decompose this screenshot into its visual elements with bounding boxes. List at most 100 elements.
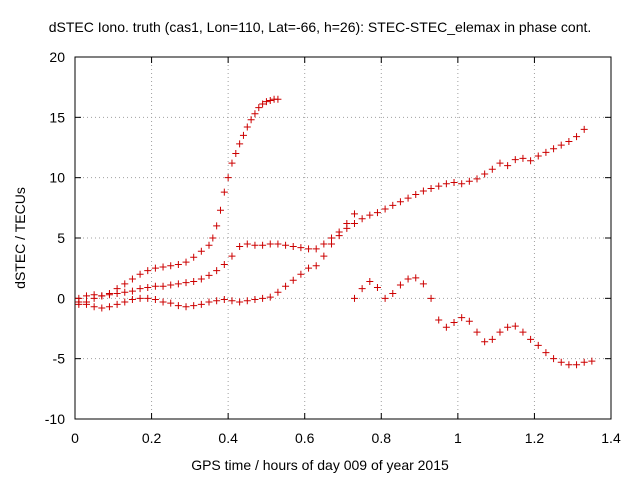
data-point	[190, 253, 198, 261]
x-tick-label: 0.6	[295, 430, 315, 446]
data-point	[236, 298, 244, 306]
data-point	[205, 241, 213, 249]
data-point	[550, 355, 558, 363]
data-point	[458, 314, 466, 322]
data-point	[519, 328, 527, 336]
data-point	[128, 287, 136, 295]
data-point	[580, 358, 588, 366]
data-point	[236, 242, 244, 250]
data-point	[220, 188, 228, 196]
y-tick-label: -5	[53, 351, 66, 367]
data-point	[312, 245, 320, 253]
data-point	[274, 288, 282, 296]
data-point	[136, 285, 144, 293]
data-point	[105, 303, 113, 311]
data-point	[527, 335, 535, 343]
data-point	[381, 205, 389, 213]
data-point	[266, 240, 274, 248]
data-point	[404, 275, 412, 283]
data-point	[488, 335, 496, 343]
data-point	[90, 303, 98, 311]
data-point	[305, 264, 313, 272]
data-point	[82, 300, 90, 308]
series-2	[75, 210, 358, 302]
data-point	[144, 283, 152, 291]
data-point	[255, 104, 263, 112]
data-point	[159, 282, 167, 290]
x-tick-label: 0.8	[372, 430, 392, 446]
data-point	[197, 300, 205, 308]
data-point	[389, 290, 397, 298]
chart-title: dSTEC Iono. truth (cas1, Lon=110, Lat=-6…	[48, 19, 592, 35]
data-point	[465, 177, 473, 185]
data-point	[220, 261, 228, 269]
data-point	[243, 297, 251, 305]
data-point	[297, 244, 305, 252]
data-point	[75, 298, 83, 306]
data-point	[159, 263, 167, 271]
data-point	[282, 241, 290, 249]
data-point	[412, 274, 420, 282]
data-point	[389, 201, 397, 209]
data-point	[396, 198, 404, 206]
data-point	[167, 281, 175, 289]
data-point	[190, 302, 198, 310]
data-point	[144, 294, 152, 302]
data-point	[174, 302, 182, 310]
x-tick-label: 1	[454, 430, 462, 446]
data-point	[465, 317, 473, 325]
data-point	[213, 267, 221, 275]
y-tick-label: -10	[45, 411, 65, 427]
data-point	[534, 152, 542, 160]
data-point	[358, 285, 366, 293]
y-ticks: -10 -5 0 5 10 15 20	[45, 49, 611, 427]
data-point	[404, 194, 412, 202]
data-point	[98, 292, 106, 300]
y-tick-label: 5	[57, 230, 65, 246]
data-point	[174, 280, 182, 288]
data-point	[419, 187, 427, 195]
data-point	[350, 220, 358, 228]
data-point	[197, 247, 205, 255]
data-point	[373, 283, 381, 291]
data-point	[396, 281, 404, 289]
data-point	[450, 318, 458, 326]
data-point	[182, 279, 190, 287]
data-point	[350, 294, 358, 302]
data-point	[373, 209, 381, 217]
x-ticks: 0 0.2 0.4 0.6 0.8 1 1.2 1.4	[71, 57, 621, 446]
data-point	[113, 300, 121, 308]
grid	[75, 57, 611, 419]
x-axis-label: GPS time / hours of day 009 of year 2015	[191, 457, 449, 473]
data-point	[259, 241, 267, 249]
data-point	[262, 98, 270, 106]
data-point	[151, 296, 159, 304]
data-point	[266, 293, 274, 301]
data-point	[228, 297, 236, 305]
data-point	[151, 264, 159, 272]
data-point	[259, 100, 267, 108]
data-point	[251, 110, 259, 118]
data-point	[209, 234, 217, 242]
data-point	[519, 154, 527, 162]
data-point	[289, 276, 297, 284]
data-point	[121, 288, 129, 296]
data-point	[358, 215, 366, 223]
data-point	[128, 296, 136, 304]
data-point	[419, 280, 427, 288]
data-point	[190, 277, 198, 285]
data-point	[496, 328, 504, 336]
data-point	[136, 270, 144, 278]
data-point	[511, 322, 519, 330]
data-point	[343, 224, 351, 232]
data-point	[412, 191, 420, 199]
data-point	[197, 275, 205, 283]
data-point	[527, 157, 535, 165]
data-point	[113, 290, 121, 298]
data-point	[205, 271, 213, 279]
data-point	[167, 299, 175, 307]
data-point	[121, 280, 129, 288]
data-point	[305, 245, 313, 253]
data-point	[151, 282, 159, 290]
